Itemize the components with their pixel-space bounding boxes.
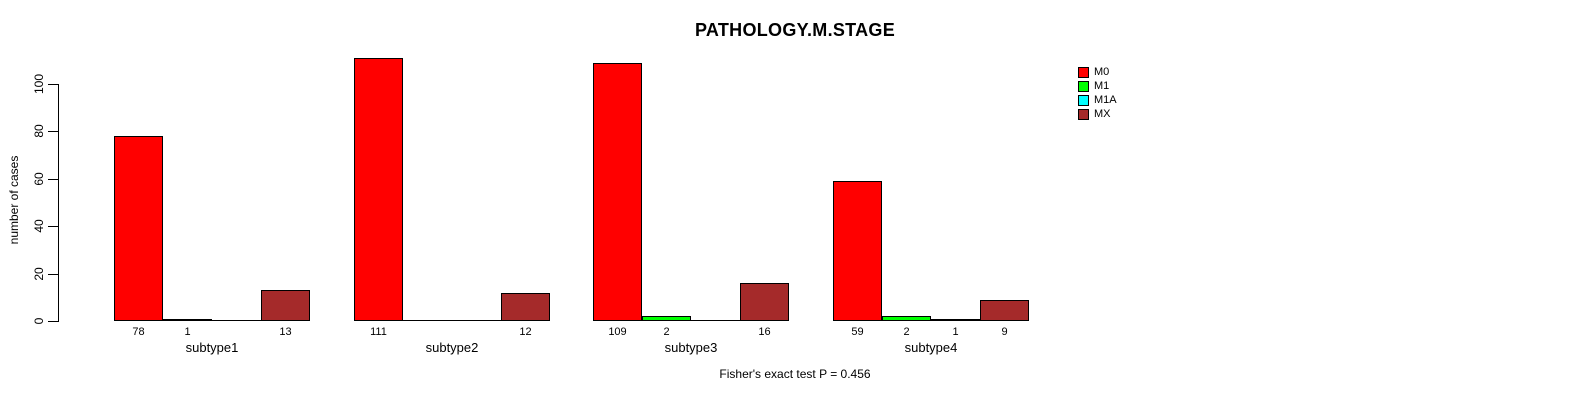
legend-swatch-M0 [1078, 67, 1089, 78]
bar-MX-subtype3 [740, 283, 789, 321]
footer-annotation: Fisher's exact test P = 0.456 [719, 367, 871, 381]
x-category-label: subtype1 [185, 340, 239, 355]
y-tick-label: 0 [32, 317, 46, 325]
y-tick [48, 226, 58, 227]
y-tick-label: 80 [32, 124, 46, 138]
bar-MX-subtype4 [980, 300, 1029, 321]
bar-value-label: 1 [952, 326, 959, 338]
legend-swatch-M1 [1078, 81, 1089, 92]
y-tick [48, 321, 58, 322]
y-axis-line [58, 84, 59, 322]
bar-value-label: 111 [370, 326, 387, 338]
y-tick [48, 84, 58, 85]
bar-value-label: 2 [903, 326, 910, 338]
y-tick-label: 100 [32, 73, 46, 95]
bar-value-label: 12 [519, 326, 532, 338]
bar-M0-subtype2 [354, 58, 403, 321]
legend-label: M1A [1094, 94, 1117, 106]
x-category-label: subtype3 [664, 340, 718, 355]
bar-value-label: 16 [758, 326, 771, 338]
y-tick-label: 60 [32, 172, 46, 186]
bar-M1-subtype2-zero [403, 320, 452, 321]
chart-title: PATHOLOGY.M.STAGE [694, 20, 896, 40]
bar-value-label: 2 [663, 326, 670, 338]
bar-value-label: 1 [184, 326, 191, 338]
y-axis-title: number of cases [7, 155, 21, 245]
y-tick-label: 40 [32, 219, 46, 233]
bar-value-label: 78 [132, 326, 145, 338]
bar-M1A-subtype1-zero [212, 320, 261, 321]
bar-M0-subtype4 [833, 181, 882, 321]
legend-label: MX [1094, 108, 1111, 120]
y-tick-label: 20 [32, 267, 46, 281]
legend-swatch-MX [1078, 109, 1089, 120]
bar-M1A-subtype3-zero [691, 320, 740, 321]
bar-M1A-subtype2-zero [452, 320, 501, 321]
bar-MX-subtype2 [501, 293, 550, 321]
x-category-label: subtype2 [425, 340, 479, 355]
bar-M1-subtype3 [642, 316, 691, 321]
y-tick [48, 274, 58, 275]
bar-M0-subtype1 [114, 136, 163, 321]
y-tick [48, 179, 58, 180]
bar-value-label: 59 [851, 326, 864, 338]
legend-swatch-M1A [1078, 95, 1089, 106]
bar-M1-subtype1 [163, 319, 212, 321]
bar-value-label: 109 [608, 326, 627, 338]
bar-value-label: 13 [279, 326, 292, 338]
y-tick [48, 131, 58, 132]
legend-label: M1 [1094, 80, 1110, 92]
bar-M1-subtype4 [882, 316, 931, 321]
legend-label: M0 [1094, 66, 1110, 78]
bar-M0-subtype3 [593, 63, 642, 321]
x-category-label: subtype4 [904, 340, 958, 355]
bar-MX-subtype1 [261, 290, 310, 321]
bar-value-label: 9 [1001, 326, 1008, 338]
bar-M1A-subtype4 [931, 319, 980, 321]
